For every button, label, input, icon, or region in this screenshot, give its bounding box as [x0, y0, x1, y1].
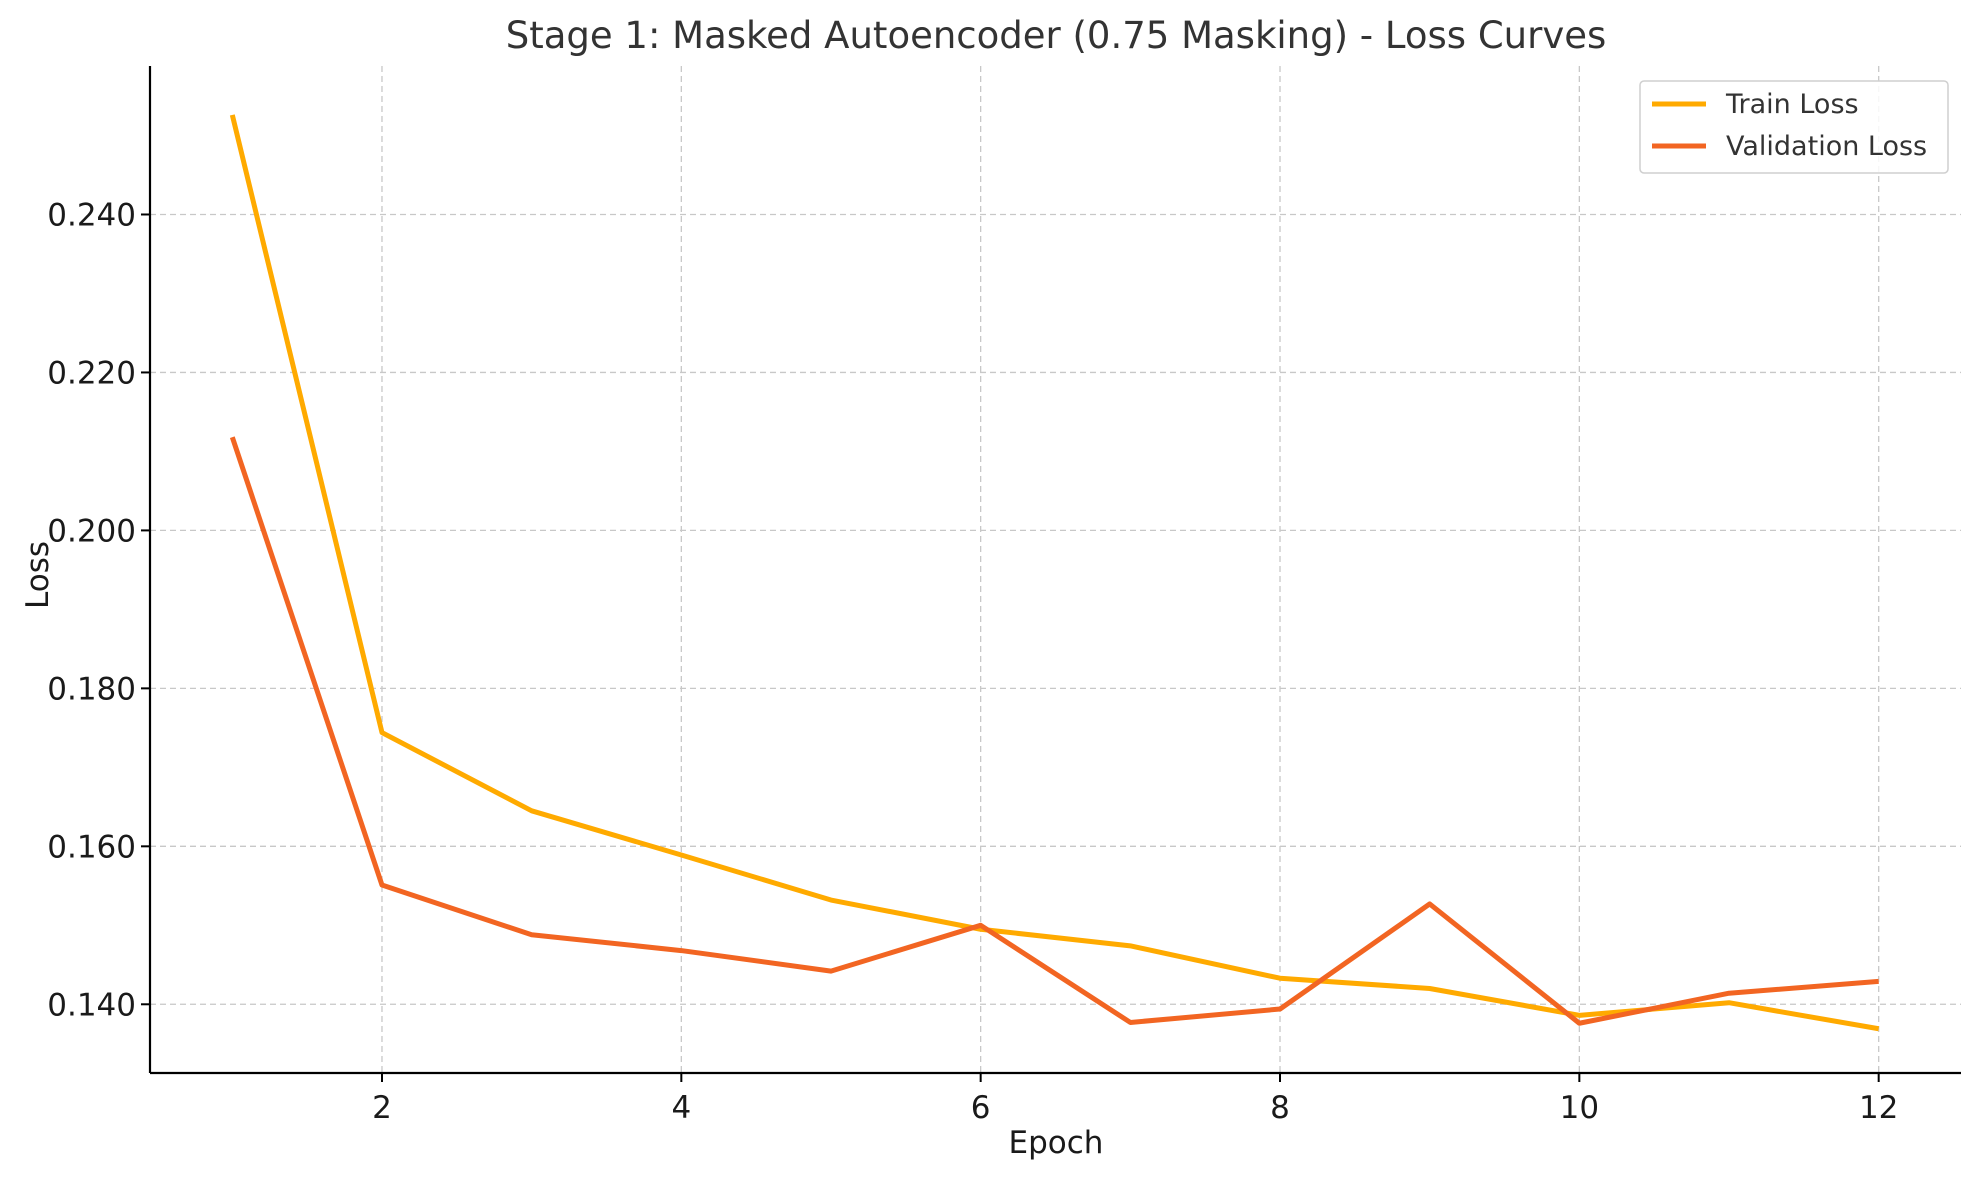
data-point-validation-loss [829, 969, 834, 974]
x-tick-label: 10 [1560, 1090, 1599, 1126]
data-point-train-loss [1128, 943, 1133, 948]
x-tick-label: 12 [1859, 1090, 1898, 1126]
data-point-validation-loss [1278, 1007, 1283, 1012]
x-tick-label: 2 [372, 1090, 392, 1126]
chart-title: Stage 1: Masked Autoencoder (0.75 Maskin… [506, 14, 1607, 57]
legend-label-validation-loss: Validation Loss [1726, 131, 1927, 162]
data-point-validation-loss [379, 883, 384, 888]
x-tick-label: 4 [671, 1090, 691, 1126]
data-point-train-loss [529, 808, 534, 813]
data-point-train-loss [230, 112, 235, 117]
legend: Train Loss Validation Loss [1639, 80, 1949, 174]
y-tick-label: 0.160 [47, 829, 136, 865]
data-point-train-loss [379, 730, 384, 735]
x-tick-label: 8 [1270, 1090, 1290, 1126]
y-tick-label: 0.200 [47, 513, 136, 549]
data-point-validation-loss [529, 932, 534, 937]
y-tick-label: 0.140 [47, 987, 136, 1023]
y-tick-label: 0.240 [47, 197, 136, 233]
data-point-train-loss [829, 898, 834, 903]
tick-labels: 2 4 6 8 10 12 0.140 0.160 0.180 0.200 0.220 0.240 [47, 197, 1898, 1126]
data-point-validation-loss [1876, 979, 1881, 984]
data-point-train-loss [1876, 1026, 1881, 1031]
data-point-validation-loss [978, 923, 983, 928]
data-point-validation-loss [679, 948, 684, 953]
x-axis-label: Epoch [1009, 1125, 1104, 1161]
data-point-validation-loss [1727, 991, 1732, 996]
data-point-train-loss [679, 853, 684, 858]
y-tick-label: 0.220 [47, 355, 136, 391]
data-point-validation-loss [230, 435, 235, 440]
x-tick-label: 6 [971, 1090, 991, 1126]
axes [141, 66, 1961, 1082]
series-line-validation-loss [229, 436, 1879, 1026]
data-point-train-loss [1577, 1013, 1582, 1018]
y-tick-label: 0.180 [47, 671, 136, 707]
legend-label-train-loss: Train Loss [1725, 89, 1859, 120]
data-point-train-loss [1727, 1000, 1732, 1005]
data-point-validation-loss [1128, 1020, 1133, 1025]
y-axis-label: Loss [20, 541, 56, 609]
data-point-train-loss [1278, 976, 1283, 981]
legend-box [1639, 80, 1949, 174]
series-line-train-loss [229, 114, 1880, 1032]
data-point-validation-loss [1577, 1021, 1582, 1026]
series-lines [229, 112, 1881, 1032]
data-point-train-loss [1427, 986, 1432, 991]
data-point-validation-loss [1427, 901, 1432, 906]
grid [150, 66, 1961, 1073]
